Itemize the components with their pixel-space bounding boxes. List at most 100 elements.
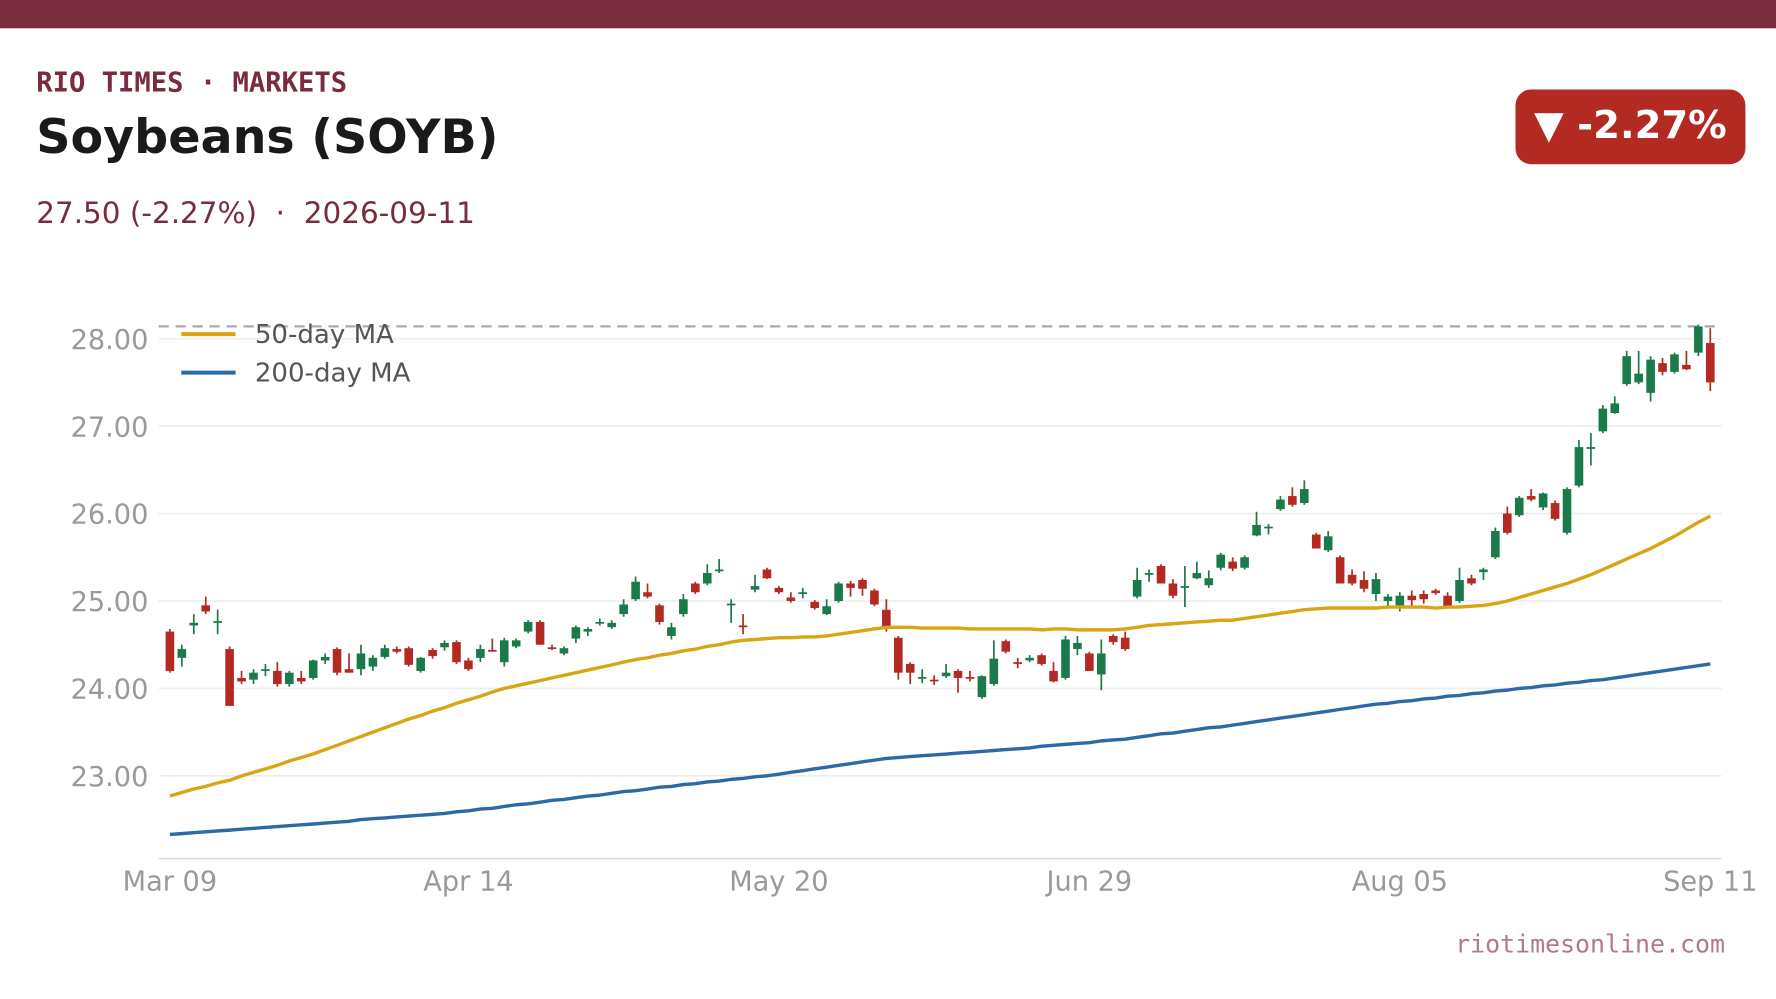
brand: RIO TIMES · MARKETS (36, 68, 347, 99)
candle-body (1264, 526, 1273, 529)
candle-body (834, 583, 843, 601)
candle-body (1443, 595, 1452, 607)
candle-body (882, 609, 891, 628)
candle-body (1025, 657, 1034, 661)
legend-label: 200-day MA (255, 359, 411, 389)
candle-body (977, 676, 987, 698)
candle-body (213, 621, 222, 623)
candle-body (523, 621, 533, 632)
candle-body (237, 677, 246, 682)
candle-body (1085, 653, 1094, 671)
candle-body (499, 640, 509, 663)
candle-body (1574, 447, 1584, 486)
candle-body (822, 606, 831, 615)
candle-body (1706, 343, 1715, 383)
candle-body (1216, 554, 1226, 568)
candle-body (953, 670, 963, 678)
candle-body (894, 637, 903, 673)
candle-body (1455, 579, 1464, 601)
x-tick-label: Aug 05 (1352, 866, 1448, 897)
candle-body (774, 587, 784, 593)
candle-body (989, 658, 999, 685)
legend-label: 50-day MA (255, 320, 394, 350)
title: Soybeans (SOYB) (36, 110, 498, 165)
candle-body (547, 647, 557, 650)
candle-body (189, 622, 199, 626)
candle-body (1526, 496, 1536, 500)
candle-body (1491, 531, 1500, 558)
candle-body (1395, 595, 1405, 606)
candle-body (476, 649, 485, 658)
x-tick-label: Jun 29 (1045, 866, 1133, 897)
candle-body (285, 672, 294, 685)
candle-body (571, 627, 581, 639)
candle-body (1192, 573, 1202, 579)
candle-body (870, 590, 879, 605)
candle-body (714, 569, 724, 572)
candle-body (1503, 513, 1512, 533)
candle-body (1037, 655, 1046, 664)
candle-body (488, 649, 497, 652)
candle-body (308, 660, 318, 678)
candle-body (380, 648, 390, 657)
candle-body (416, 657, 425, 671)
candle-body (1144, 573, 1154, 575)
candle-body (750, 586, 760, 590)
candle-body (858, 579, 867, 589)
candle-body (667, 627, 676, 636)
candle-body (1013, 662, 1023, 664)
candle-body (1670, 354, 1679, 372)
x-tick-label: Mar 09 (123, 866, 217, 897)
candle-body (249, 672, 258, 680)
candle-body (1097, 653, 1106, 675)
candle-body (798, 592, 808, 594)
candle-body (1061, 639, 1070, 678)
candle-body (1682, 364, 1691, 370)
source: riotimesonline.com (1455, 930, 1725, 959)
candle-body (344, 669, 354, 673)
candle-body (1347, 574, 1357, 584)
candle-body (1240, 557, 1249, 568)
candle-body (762, 569, 772, 579)
candle-body (296, 677, 306, 682)
candle-body (1073, 642, 1082, 650)
candle-body (320, 656, 330, 661)
candle-body (1359, 579, 1369, 589)
top-bar (0, 0, 1776, 29)
candle-body (1550, 503, 1560, 519)
candle-body (1646, 359, 1655, 393)
candle-body (965, 677, 975, 679)
candle-body (1658, 363, 1667, 372)
candle-body (786, 597, 796, 601)
y-tick-label: 28.00 (71, 325, 149, 356)
candle-body (1108, 635, 1118, 643)
candle-body (1562, 489, 1572, 533)
ma-line (169, 514, 1712, 798)
candle-body (261, 669, 270, 671)
candle-body (905, 663, 915, 673)
candle-body (583, 628, 593, 632)
change-badge (1515, 89, 1746, 165)
candle-body (631, 581, 640, 600)
candle-body (595, 621, 605, 624)
candle-body (917, 677, 927, 679)
candle-body (1467, 578, 1476, 584)
candle-body (1479, 569, 1488, 573)
candle-body (1323, 536, 1333, 551)
candle-body (1204, 578, 1214, 586)
subtitle: 27.50 (-2.27%) · 2026-09-11 (36, 196, 475, 230)
candle-body (655, 605, 664, 622)
candle-body (535, 621, 545, 645)
candle-body (702, 573, 712, 584)
x-tick-label: Sep 11 (1663, 866, 1757, 897)
candle-body (941, 672, 951, 677)
candle-body (691, 583, 700, 593)
candle-body (738, 625, 748, 628)
candle-body (165, 631, 175, 671)
candle-body (332, 649, 342, 673)
candle-body (1610, 403, 1620, 413)
candle-body (452, 642, 461, 663)
candle-body (679, 599, 688, 615)
candle-body (1288, 496, 1297, 505)
